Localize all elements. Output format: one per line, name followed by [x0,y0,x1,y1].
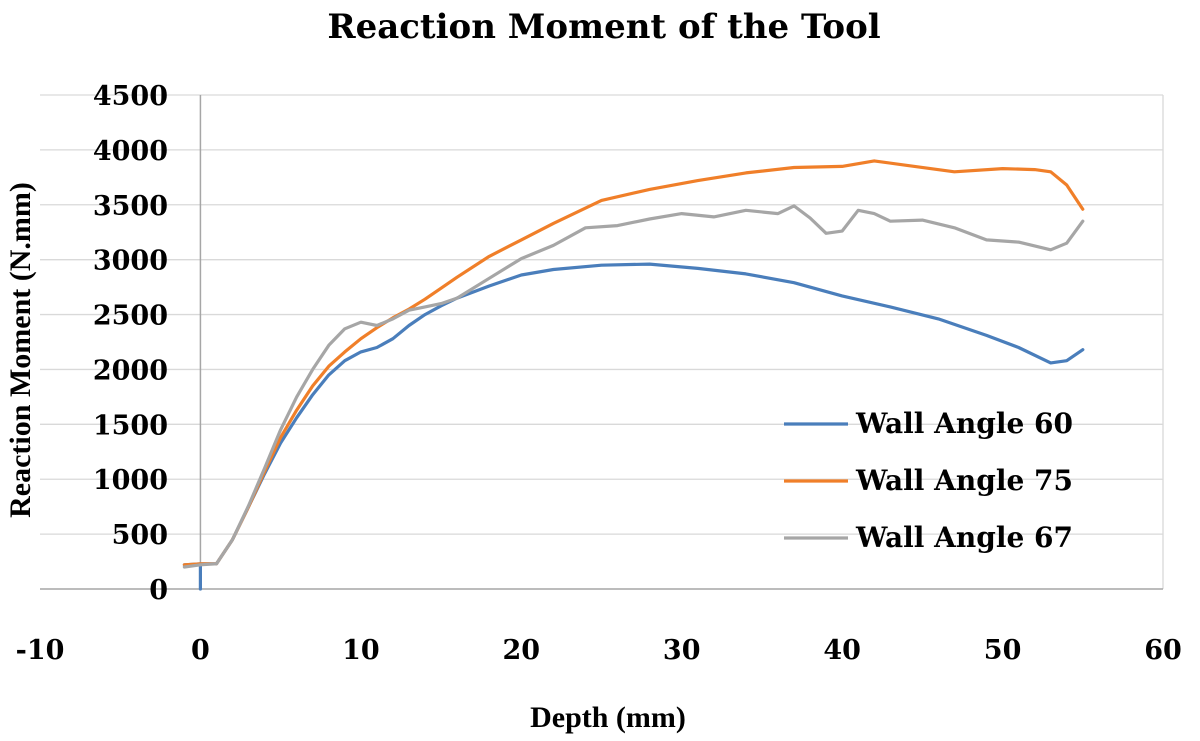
y-axis-label: Reaction Moment (N.mm) [4,182,37,518]
chart-title: Reaction Moment of the Tool [327,7,880,47]
x-tick-label: -10 [16,635,65,666]
y-tick-labels: 0 500 1000 1500 2000 2500 3000 3500 4000 4500 [93,81,168,606]
legend-label: Wall Angle 60 [855,407,1073,440]
x-axis-label: Depth (mm) [530,701,686,734]
x-tick-label: 60 [1144,635,1182,666]
y-tick-label: 500 [112,520,168,551]
series-line-3 [182,204,1085,569]
y-tick-label: 2000 [93,355,168,386]
gridlines [40,94,1164,589]
y-tick-label: 4500 [93,81,168,112]
x-tick-label: 10 [342,635,380,666]
series-lines [182,159,1085,591]
y-tick-label: 1500 [93,410,168,441]
y-tick-label: 3500 [93,191,168,222]
legend-label: Wall Angle 67 [855,521,1073,554]
x-tick-label: 30 [663,635,701,666]
series-line-2 [182,159,1085,567]
x-tick-label: 20 [502,635,540,666]
y-tick-label: 2500 [93,301,168,332]
x-tick-label: 40 [823,635,861,666]
x-tick-label: 0 [191,635,210,666]
y-tick-label: 1000 [93,465,168,496]
y-tick-label: 3000 [93,246,168,277]
x-tick-labels: -10 0 10 20 30 40 50 60 [16,635,1182,666]
x-tick-label: 50 [984,635,1022,666]
axes [40,95,1163,590]
y-tick-label: 0 [149,575,168,606]
legend: Wall Angle 60 Wall Angle 75 Wall Angle 67 [784,407,1073,554]
y-tick-label: 4000 [93,136,168,167]
legend-label: Wall Angle 75 [855,464,1073,497]
